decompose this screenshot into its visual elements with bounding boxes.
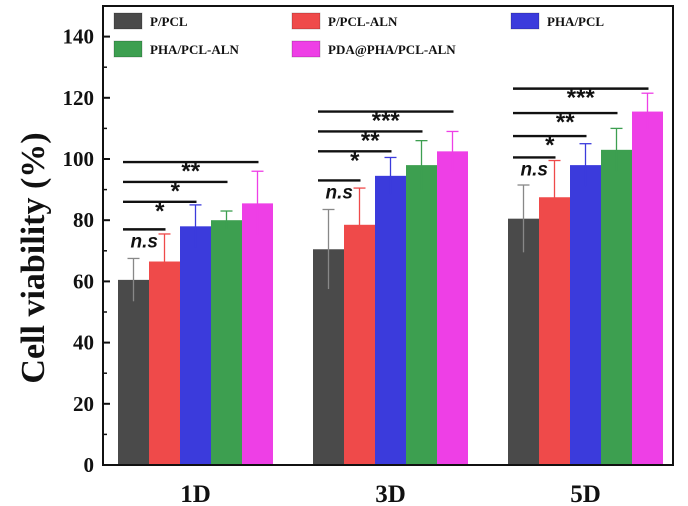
legend-label: P/PCL-ALN — [328, 14, 398, 29]
bar-1D-pda-pha-pcl-aln — [242, 203, 273, 465]
significance-annotations: n.s****n.s******n.s****** — [123, 85, 649, 252]
bar-5D-p-pcl — [508, 218, 539, 465]
significance-label: ** — [556, 109, 575, 136]
bar-3D-pda-pha-pcl-aln — [437, 151, 468, 465]
legend-label: PHA/PCL — [547, 14, 604, 29]
significance-label: * — [350, 147, 360, 174]
bar-5D-pha-pcl-aln — [601, 149, 632, 465]
significance-label: n.s — [131, 231, 158, 252]
legend-label: PHA/PCL-ALN — [150, 42, 239, 57]
bar-1D-pha-pcl-aln — [211, 220, 242, 465]
legend-label: P/PCL — [150, 14, 188, 29]
y-axis-ticks: 0 20 40 60 80 100 120 140 — [63, 5, 110, 477]
plot-frame — [102, 5, 674, 466]
y-tick-label: 20 — [73, 392, 94, 416]
x-tick-label: 3D — [375, 481, 406, 506]
bar-1D-p-pcl — [118, 279, 149, 465]
legend-swatch — [113, 40, 143, 58]
legend-label: PDA@PHA/PCL-ALN — [328, 42, 456, 57]
x-axis-ticks: 1D 3D 5D — [180, 481, 601, 506]
x-tick-label: 5D — [570, 481, 601, 506]
bar-series — [118, 111, 663, 465]
legend-swatch — [113, 12, 143, 30]
legend-swatch — [291, 40, 321, 58]
bar-5D-pda-pha-pcl-aln — [632, 111, 663, 465]
x-tick-label: 1D — [180, 481, 211, 506]
significance-label: n.s — [521, 159, 548, 180]
legend-swatch — [510, 12, 540, 30]
significance-label: *** — [372, 108, 401, 135]
y-axis-title: Cell viability (%) — [15, 132, 52, 383]
y-tick-label: 120 — [63, 86, 95, 110]
bar-3D-pha-pcl — [375, 175, 406, 465]
bar-5D-pha-pcl — [570, 165, 601, 465]
y-tick-label: 140 — [63, 25, 95, 49]
significance-label: * — [155, 198, 165, 225]
y-tick-label: 0 — [84, 453, 95, 477]
significance-label: n.s — [326, 182, 353, 203]
bar-1D-p-pcl-aln — [149, 261, 180, 465]
error-bars — [127, 92, 654, 302]
significance-label: * — [545, 132, 555, 159]
y-tick-label: 60 — [73, 269, 94, 293]
legend-swatch — [291, 12, 321, 30]
bar-1D-pha-pcl — [180, 226, 211, 465]
legend: P/PCL P/PCL-ALN PHA/PCL PHA/PCL-ALN PDA@PHA/… — [113, 12, 604, 58]
bar-3D-p-pcl-aln — [344, 224, 375, 465]
bar-5D-p-pcl-aln — [539, 197, 570, 465]
y-tick-label: 40 — [73, 331, 94, 355]
significance-label: ** — [361, 127, 380, 154]
significance-label: *** — [567, 85, 596, 112]
significance-label: ** — [181, 158, 200, 185]
y-tick-label: 100 — [63, 147, 95, 171]
significance-label: * — [171, 178, 181, 205]
y-tick-label: 80 — [73, 208, 94, 232]
bar-3D-pha-pcl-aln — [406, 165, 437, 465]
